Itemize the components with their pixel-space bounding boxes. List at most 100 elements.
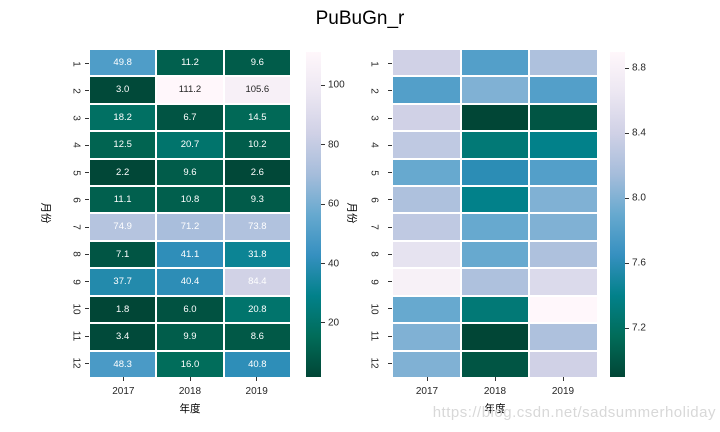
x-tick-mark [189, 377, 191, 381]
colorbar-tick-label: 100 [328, 79, 345, 91]
heatmap-cell: 49.8 [90, 50, 156, 76]
y-tick-mark [85, 226, 89, 228]
heatmap-cell [461, 241, 529, 268]
page-title: PuBuGn_r [315, 8, 405, 29]
heatmap-cell: 31.8 [224, 241, 290, 268]
heatmap-cell [393, 187, 460, 213]
heatmap-cell: 3.0 [90, 77, 156, 103]
y-tick-mark [388, 144, 392, 146]
y-tick-mark [85, 144, 89, 146]
y-tick-mark [388, 335, 392, 337]
heatmap-cell [461, 77, 529, 103]
heatmap-cell: 48.3 [90, 351, 156, 377]
colorbar-tick-mark [625, 197, 629, 199]
y-tick-label: 3 [70, 115, 82, 121]
y-tick-label: 6 [70, 197, 82, 203]
heatmap-cell [530, 104, 597, 131]
colorbar-tick-mark [625, 327, 629, 329]
heatmap-cell: 10.2 [224, 132, 290, 158]
heatmap-cell [393, 77, 460, 103]
x-tick-mark [562, 377, 564, 381]
x-tick-label: 2019 [551, 386, 575, 397]
heatmap-cell [530, 324, 597, 350]
heatmap-cell: 111.2 [157, 77, 223, 103]
heatmap-cell [393, 50, 460, 76]
heatmap-cell: 40.8 [224, 351, 290, 377]
left-x-axis-label: 年度 [179, 403, 201, 415]
x-tick-mark [494, 377, 496, 381]
heatmap-cell: 71.2 [157, 214, 223, 240]
y-tick-mark [85, 281, 89, 283]
left-colorbar [306, 52, 321, 377]
heatmap-cell [530, 50, 597, 76]
y-tick-mark [388, 199, 392, 201]
y-tick-label: 4 [70, 142, 82, 149]
heatmap-cell: 9.3 [224, 187, 290, 213]
colorbar-tick-label: 20 [328, 317, 340, 329]
heatmap-cell [393, 269, 460, 295]
heatmap-cell [461, 351, 529, 377]
heatmap-cell [530, 269, 597, 295]
y-tick-label: 3 [368, 115, 380, 121]
heatmap-cell: 6.0 [157, 296, 223, 323]
heatmap-cell: 14.5 [224, 104, 290, 131]
heatmap-cell [393, 241, 460, 268]
heatmap-cell: 2.6 [224, 159, 290, 186]
watermark-text: https://blog.csdn.net/sadsummerholiday [432, 404, 716, 421]
y-tick-mark [85, 172, 89, 174]
heatmap-cell: 20.7 [157, 132, 223, 158]
y-tick-label: 9 [70, 278, 82, 285]
heatmap-cell: 18.2 [90, 104, 156, 131]
heatmap-cell [461, 132, 529, 158]
heatmap-cell [461, 187, 529, 213]
y-tick-mark [85, 63, 89, 65]
heatmap-cell: 11.1 [90, 187, 156, 213]
heatmap-cell: 9.6 [157, 159, 223, 186]
right-y-axis-label: 月份 [345, 202, 358, 224]
heatmap-cell: 40.4 [157, 269, 223, 295]
heatmap-cell [461, 296, 529, 323]
y-tick-mark [388, 226, 392, 228]
y-tick-mark [388, 172, 392, 174]
colorbar-tick-label: 40 [328, 258, 340, 270]
colorbar-tick-label: 7.6 [632, 257, 646, 269]
y-tick-mark [388, 362, 392, 364]
colorbar-tick-label: 80 [328, 139, 340, 151]
heatmap-cell [393, 104, 460, 131]
colorbar-tick-mark [321, 322, 325, 324]
heatmap-cell: 9.6 [224, 50, 290, 76]
heatmap-cell [530, 296, 597, 323]
heatmap-cell: 16.0 [157, 351, 223, 377]
colorbar-tick-mark [625, 132, 629, 134]
heatmap-cell [530, 214, 597, 240]
heatmap-cell: 3.4 [90, 324, 156, 350]
heatmap-cell [461, 269, 529, 295]
heatmap-cell [393, 159, 460, 186]
heatmap-cell [530, 132, 597, 158]
heatmap-cell: 84.4 [224, 269, 290, 295]
x-tick-label: 2019 [245, 386, 268, 397]
heatmap-cell: 8.6 [224, 324, 290, 350]
heatmap-cell [461, 104, 529, 131]
y-tick-label: 8 [70, 251, 82, 258]
x-tick-mark [122, 377, 124, 381]
colorbar-tick-label: 60 [328, 198, 340, 210]
heatmap-cell: 11.2 [157, 50, 223, 76]
heatmap-cell: 73.8 [224, 214, 290, 240]
y-tick-mark [85, 308, 89, 310]
heatmap-cell [393, 296, 460, 323]
y-tick-mark [388, 63, 392, 65]
x-tick-label: 2018 [483, 386, 507, 397]
heatmap-cell [461, 50, 529, 76]
x-tick-mark [256, 377, 258, 381]
heatmap-cell: 10.8 [157, 187, 223, 213]
heatmap-cell: 6.7 [157, 104, 223, 131]
y-tick-label: 1 [70, 60, 82, 67]
left-y-axis-label: 月份 [39, 202, 52, 224]
y-tick-label: 5 [70, 169, 82, 176]
heatmap-cell [393, 214, 460, 240]
heatmap-cell: 2.2 [90, 159, 156, 186]
heatmap-cell: 41.1 [157, 241, 223, 268]
colorbar-tick-label: 8.8 [632, 62, 646, 74]
x-tick-label: 2017 [112, 386, 135, 397]
